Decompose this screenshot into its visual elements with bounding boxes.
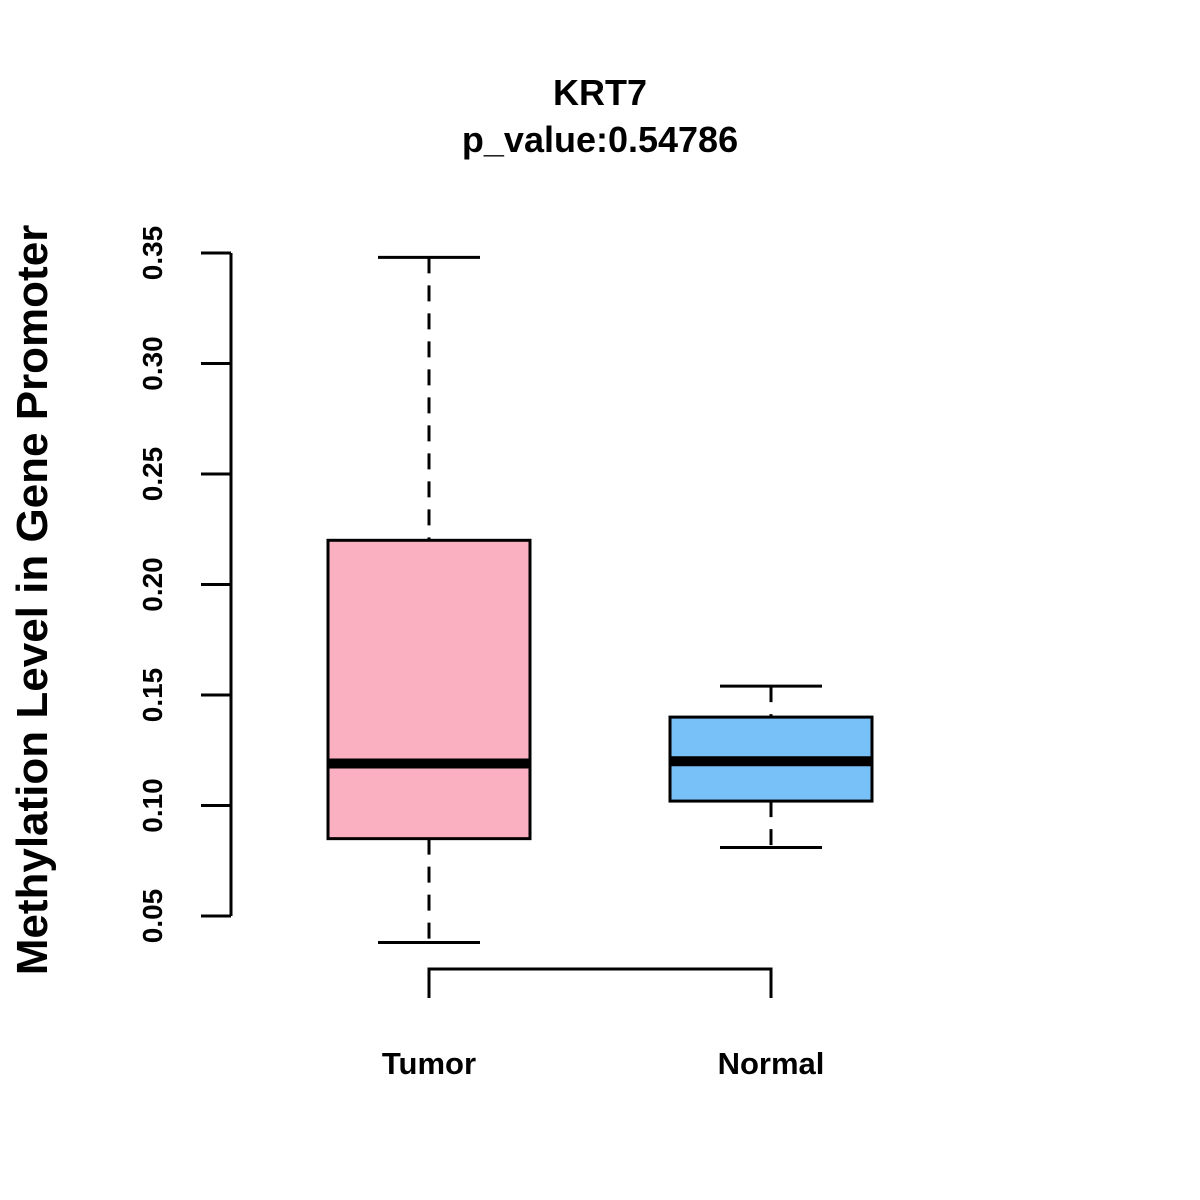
box-iqr bbox=[326, 538, 532, 841]
boxes bbox=[326, 255, 874, 945]
category-labels: Tumor Normal bbox=[382, 1046, 824, 1081]
y-tick-label: 0.05 bbox=[137, 889, 168, 944]
y-axis: 0.05 0.10 0.15 0.20 0.25 0.30 0.35 bbox=[137, 226, 233, 944]
y-tick-label: 0.20 bbox=[137, 557, 168, 612]
box-tumor bbox=[326, 255, 532, 945]
comparison-bracket bbox=[427, 967, 773, 998]
y-axis-label: Methylation Level in Gene Promoter bbox=[8, 225, 57, 976]
y-tick-label: 0.10 bbox=[137, 778, 168, 833]
box-normal bbox=[668, 684, 874, 849]
y-tick-label: 0.35 bbox=[137, 226, 168, 281]
bracket-line bbox=[427, 967, 773, 998]
chart-title: KRT7 bbox=[553, 72, 647, 113]
chart-subtitle: p_value:0.54786 bbox=[462, 119, 738, 160]
y-tick-label: 0.25 bbox=[137, 447, 168, 502]
y-tick-label: 0.30 bbox=[137, 336, 168, 391]
category-label: Normal bbox=[718, 1046, 825, 1081]
y-tick-label: 0.15 bbox=[137, 668, 168, 723]
category-label: Tumor bbox=[382, 1046, 476, 1081]
